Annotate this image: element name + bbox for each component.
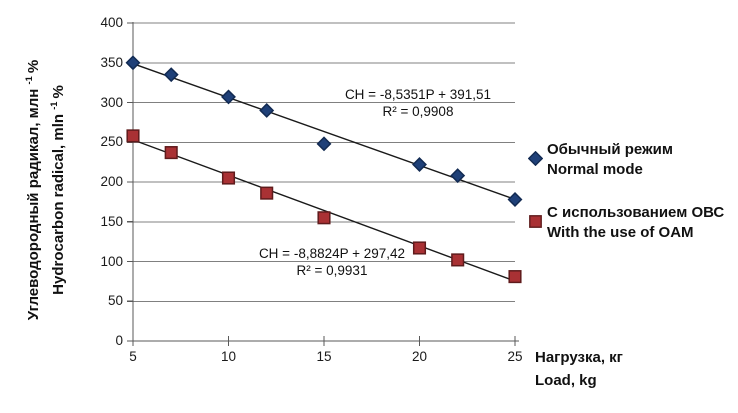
data-point-square [260, 186, 274, 200]
data-point-diamond [163, 67, 179, 83]
legend-label-en: Normal mode [547, 161, 643, 178]
legend-label: С использованием ОВС With the use of OAM [547, 203, 724, 243]
y-tick-label: 400 [100, 15, 123, 30]
data-point-square [164, 146, 178, 160]
trendline-equation-oam: CH = -8,8824P + 297,42 R² = 0,9931 [252, 245, 412, 279]
y-tick-label: 50 [107, 293, 123, 309]
data-point-diamond [507, 192, 523, 207]
data-point-diamond [412, 157, 427, 172]
x-tick-label: 20 [411, 349, 428, 364]
data-point-square [317, 211, 331, 225]
legend-label-ru: Обычный режим [547, 141, 673, 158]
data-point-square [508, 270, 522, 284]
data-point-diamond [221, 89, 236, 105]
y-tick-label: 100 [100, 253, 123, 269]
legend-item-normal-mode: Обычный режим Normal mode [528, 140, 673, 180]
x-tick-label: 25 [507, 349, 523, 364]
legend-label-ru: С использованием ОВС [547, 204, 725, 221]
x-tick-label: 10 [220, 349, 237, 364]
trendline-equation-normal-mode: CH = -8,5351P + 391,51 R² = 0,9908 [338, 86, 498, 120]
y-axis-title-line-en: Hydrocarbon radical, mln -1 % [49, 85, 67, 295]
legend-label-en: With the use of OAM [547, 224, 694, 241]
y-tick-label: 0 [115, 333, 123, 348]
data-point-square [451, 253, 465, 267]
equation-text: CH = -8,5351P + 391,51 [344, 87, 492, 102]
diamond-marker-icon [528, 151, 543, 166]
trendline-series-0 [132, 63, 516, 201]
y-tick-label: 350 [100, 54, 123, 70]
r-squared-text: R² = 0,9908 [382, 104, 454, 119]
data-point-square [412, 241, 427, 255]
square-marker-icon [529, 215, 542, 228]
data-point-diamond [316, 136, 332, 152]
y-tick-label: 150 [100, 213, 123, 229]
legend-item-oam: С использованием ОВС With the use of OAM [528, 203, 724, 243]
y-tick-label: 250 [100, 134, 123, 150]
data-point-square [221, 171, 236, 185]
x-tick-label: 15 [316, 349, 332, 364]
r-squared-text: R² = 0,9931 [296, 263, 368, 278]
x-tick-label: 5 [129, 349, 137, 364]
equation-text: CH = -8,8824P + 297,42 [258, 246, 406, 261]
x-axis-title-line-ru: Нагрузка, кг [535, 349, 623, 366]
data-point-square [126, 129, 140, 143]
y-axis-title: Углеводородный радикал, млн -1 % Hydroca… [19, 35, 67, 345]
x-axis-title: Нагрузка, кг Load, kg [535, 346, 623, 392]
y-tick-label: 300 [100, 94, 123, 110]
data-point-diamond [259, 102, 275, 118]
data-point-diamond [125, 55, 141, 71]
y-axis-title-line-ru: Углеводородный радикал, млн -1 % [24, 59, 42, 321]
data-point-diamond [450, 168, 466, 184]
x-axis-title-line-en: Load, kg [535, 372, 597, 389]
legend-label: Обычный режим Normal mode [547, 140, 673, 180]
y-tick-label: 200 [100, 174, 123, 189]
